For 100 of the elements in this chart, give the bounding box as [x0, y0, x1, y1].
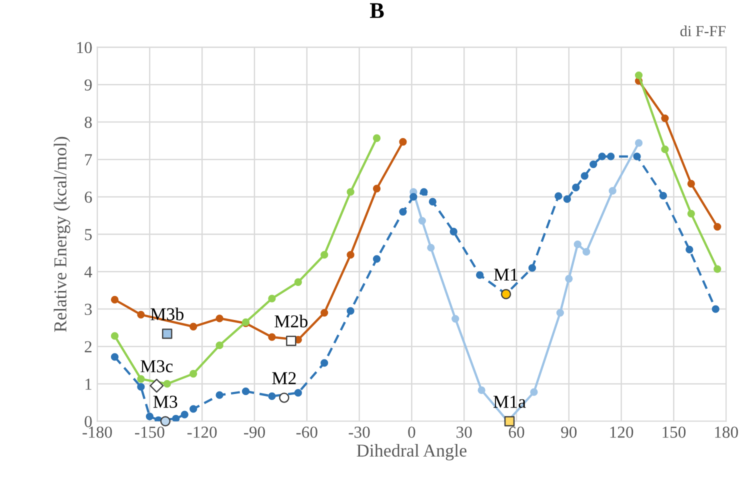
- annotation: M3: [153, 396, 178, 408]
- point: [634, 71, 643, 80]
- x-tick-label: 60: [508, 426, 524, 438]
- point: [659, 192, 668, 200]
- point: [427, 244, 435, 252]
- point: [452, 314, 460, 323]
- y-tick-label: 0: [84, 416, 92, 428]
- point: [420, 188, 428, 196]
- x-tick-label: 180: [715, 426, 738, 438]
- point: [714, 265, 722, 273]
- point: [279, 392, 290, 403]
- point: [242, 388, 250, 396]
- point: [712, 305, 720, 313]
- point: [418, 216, 426, 225]
- point: [180, 410, 188, 418]
- x-tick-label: 0: [408, 426, 416, 438]
- annotation: M3c: [140, 360, 173, 372]
- point: [346, 251, 354, 259]
- y-tick-label: 10: [77, 42, 92, 54]
- point: [286, 336, 296, 346]
- point: [687, 180, 695, 188]
- point: [146, 412, 154, 420]
- point: [399, 208, 407, 216]
- y-tick-label: 4: [84, 266, 92, 278]
- point: [137, 383, 145, 391]
- annotation: M2b: [274, 314, 308, 328]
- point: [294, 389, 302, 397]
- point: [590, 160, 598, 168]
- x-tick-label: 120: [610, 426, 634, 438]
- point: [714, 222, 722, 231]
- point: [634, 139, 643, 147]
- point: [686, 246, 694, 254]
- point: [110, 332, 119, 340]
- point: [294, 278, 302, 286]
- y-tick-label: 6: [84, 192, 92, 203]
- point: [687, 210, 695, 218]
- point: [399, 138, 407, 146]
- y-tick-label: 9: [84, 79, 92, 91]
- point: [530, 388, 538, 396]
- x-tick-label: -180: [82, 426, 112, 438]
- point: [320, 251, 328, 259]
- point: [110, 296, 119, 304]
- point: [582, 248, 590, 256]
- annotation: M1: [494, 268, 518, 281]
- y-tick-label: 1: [86, 378, 92, 390]
- point: [661, 114, 669, 122]
- point: [450, 228, 458, 236]
- y-tick-label: 5: [85, 229, 92, 240]
- point: [172, 414, 180, 422]
- point: [428, 198, 436, 206]
- point: [216, 342, 224, 350]
- point: [372, 184, 381, 192]
- point: [572, 184, 580, 192]
- point: [556, 308, 564, 317]
- annotation: M2: [272, 372, 296, 384]
- x-tick-label: 30: [456, 426, 472, 438]
- point: [606, 152, 615, 160]
- point: [476, 271, 484, 279]
- point: [268, 333, 276, 341]
- point: [554, 192, 562, 200]
- y-tick-label: 2: [84, 341, 92, 352]
- point: [410, 193, 418, 201]
- point: [608, 187, 616, 195]
- point: [268, 294, 276, 302]
- y-tick-label: 7: [85, 154, 92, 166]
- point: [216, 391, 224, 399]
- x-tick-label: -30: [348, 426, 370, 438]
- y-axis-title: Relative Energy (kcal/mol): [54, 136, 70, 332]
- x-tick-label: -60: [296, 426, 318, 438]
- x-tick-label: -150: [135, 426, 164, 438]
- point: [478, 386, 486, 394]
- y-tick-label: 8: [84, 116, 92, 128]
- point: [528, 264, 536, 272]
- point: [565, 274, 573, 283]
- point: [346, 188, 354, 196]
- point: [160, 416, 171, 426]
- x-tick-label: -90: [244, 426, 265, 438]
- point: [563, 195, 571, 203]
- point: [320, 308, 328, 317]
- point: [190, 370, 198, 378]
- point: [372, 134, 381, 142]
- point: [504, 416, 515, 426]
- point: [580, 172, 588, 180]
- point: [110, 353, 119, 361]
- point: [162, 328, 172, 339]
- x-tick-label: 150: [662, 426, 686, 438]
- x-tick-label: 90: [561, 426, 577, 438]
- point: [163, 380, 171, 388]
- x-axis-title: Dihedral Angle: [356, 444, 466, 460]
- point: [268, 392, 276, 400]
- point: [320, 359, 328, 367]
- y-tick-label: 3: [84, 304, 92, 315]
- point: [661, 146, 669, 154]
- point: [190, 322, 198, 330]
- point: [137, 375, 145, 383]
- point: [598, 152, 606, 160]
- annotation: M1a: [493, 396, 526, 408]
- point: [190, 405, 198, 413]
- point: [346, 307, 354, 315]
- x-tick-label: -120: [187, 426, 217, 438]
